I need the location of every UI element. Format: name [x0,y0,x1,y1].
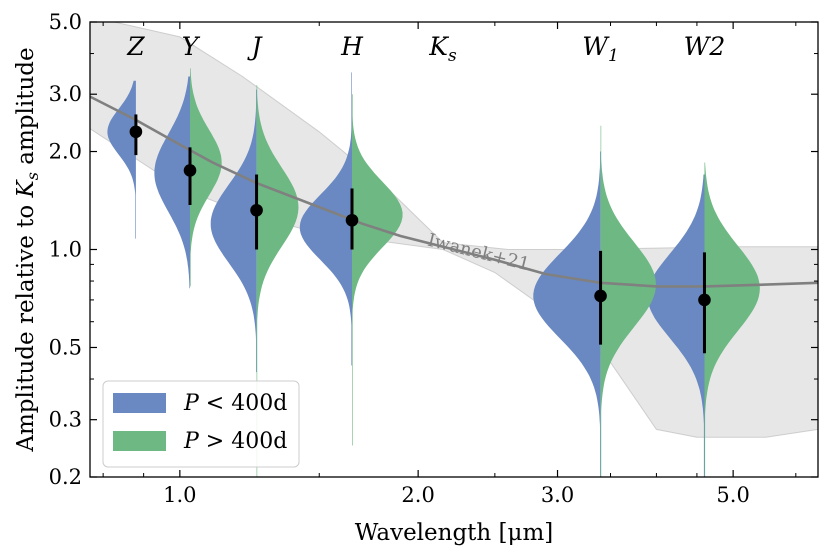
violin-short-period-j [210,89,257,373]
y-tick-label: 5.0 [49,10,82,34]
legend-label-long: P > 400d [183,429,287,454]
reference-curve-layer [90,95,818,288]
band-label-y: Y [182,32,201,61]
violin-long-period-w1 [600,125,656,477]
violin-long-period-y [190,68,222,287]
median-point-j [250,203,263,217]
band-labels: Z Y J H Ks W1 W2 [126,32,725,66]
legend-swatch-short [113,393,166,413]
violin-long-period-w2 [704,162,760,477]
y-tick-label: 0.3 [49,408,82,432]
median-point-h [345,213,359,227]
violin-layer [107,68,760,477]
y-axis-title: Amplitude relative to Ks amplitude [13,47,42,452]
reference-curve-label: Iwanek+21 [425,230,531,276]
band-label-w2: W2 [684,32,726,61]
median-point-z [129,125,143,139]
median-point-w1 [594,289,607,303]
x-tick-label: 5.0 [716,483,749,507]
median-point-y [183,164,197,177]
x-tick-label: 1.0 [163,483,196,507]
band-label-z: Z [126,32,145,61]
band-label-h: H [340,32,364,61]
median-layer [129,114,711,354]
violin-long-period-h [352,94,403,446]
band-label-j: J [247,32,264,61]
axis-ticks: 1.0 2.0 3.0 5.0 0.2 0.3 0.5 1.0 2.0 3.0 5.0 [49,10,818,507]
median-point-w2 [698,293,711,307]
band-label-w1: W1 [582,32,619,66]
legend-label-short: P < 400d [183,391,287,416]
violin-short-period-w2 [647,174,705,477]
reference-curve-line [90,95,818,288]
violin-short-period-h [299,72,352,366]
legend-swatch-long [113,431,166,451]
violin-short-period-w1 [533,151,601,477]
y-tick-label: 0.5 [49,335,82,359]
y-tick-label: 1.0 [49,238,82,262]
y-tick-label: 3.0 [49,82,82,106]
x-tick-label: 2.0 [401,483,434,507]
y-tick-label: 0.2 [49,465,82,489]
x-tick-label: 3.0 [541,483,574,507]
band-label-ks: Ks [428,32,457,66]
violin-long-period-j [256,85,299,477]
y-tick-label: 2.0 [49,140,82,164]
legend: P < 400d P > 400d [102,380,300,468]
violin-short-period-z [107,80,136,239]
x-axis-title: Wavelength [μm] [355,520,554,546]
violin-short-period-y [154,76,190,289]
